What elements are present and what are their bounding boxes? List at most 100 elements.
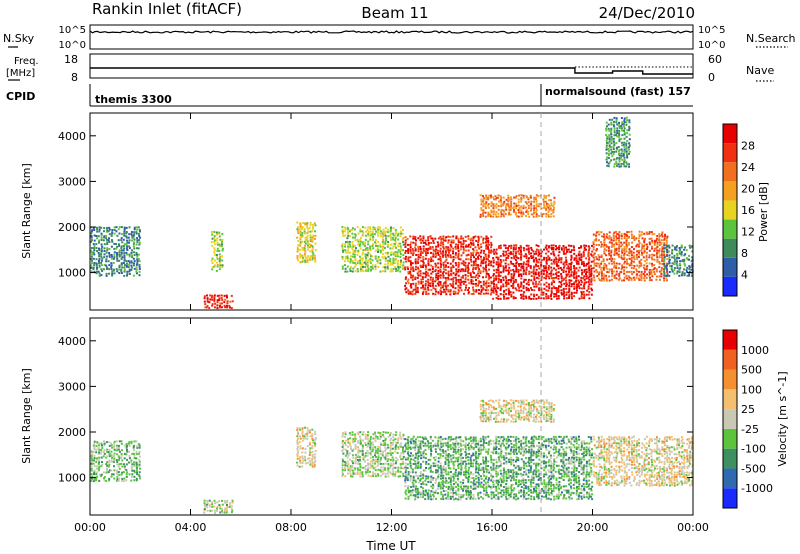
colorbar-swatch [723, 389, 737, 410]
nsearch-bottom-label: 10^0 [698, 40, 725, 51]
nave-label: Nave [746, 64, 774, 77]
ytick-label: 3000 [58, 380, 86, 393]
colorbar-tick-label: 500 [741, 364, 762, 377]
colorbar-tick-label: 1000 [741, 344, 769, 357]
colorbar-tick-label: -1000 [741, 482, 773, 495]
power-region-0 [90, 226, 141, 277]
freq-label: Freq. [14, 56, 39, 67]
colorbar-tick-label: 8 [741, 247, 748, 260]
colorbar-swatch [723, 238, 737, 258]
power-panel-axes: 1000 2000 3000 4000 [58, 113, 694, 310]
colorbar-tick-label: 16 [741, 204, 755, 217]
velocity-colorbar: -1000 -500 -100 -25 25 100 500 1000 [722, 329, 773, 509]
power-region-2 [210, 230, 224, 272]
colorbar-swatch [723, 257, 737, 277]
power-region-5 [404, 235, 493, 296]
power-colorbar: 4 8 12 16 20 24 28 [722, 123, 755, 297]
velocity-region-3 [341, 431, 405, 478]
xtick-label: 00:00 [74, 521, 106, 534]
ytick-label: 2000 [58, 426, 86, 439]
velocity-colorbar-label: Velocity [m s^-1] [776, 371, 789, 466]
colorbar-swatch [723, 276, 737, 296]
colorbar-swatch [723, 124, 737, 144]
colorbar-tick-label: 20 [741, 183, 755, 196]
colorbar-tick-label: -100 [741, 443, 766, 456]
power-ylabel: Slant Range [km] [20, 163, 33, 259]
ytick-label: 3000 [58, 175, 86, 188]
power-region-1 [203, 294, 234, 310]
cpid-program-1: themis 3300 [95, 93, 172, 106]
nave-top-label: 60 [708, 53, 722, 66]
power-region-4 [341, 226, 405, 273]
nsearch-top-label: 10^5 [698, 25, 725, 36]
colorbar-swatch [723, 330, 737, 350]
velocity-region-5 [592, 435, 694, 487]
velocity-panel-frame [89, 317, 694, 516]
freq-unit-label: [MHz] [6, 68, 35, 79]
ytick-label: 1000 [58, 472, 86, 485]
colorbar-swatch [723, 448, 737, 469]
ytick-label: 1000 [58, 267, 86, 280]
xtick-label: 08:00 [275, 521, 307, 534]
power-heatmap [90, 116, 694, 310]
power-region-6 [492, 244, 594, 300]
date-title: 24/Dec/2010 [599, 4, 695, 22]
velocity-region-6 [479, 399, 556, 423]
nave-bottom-label: 0 [708, 71, 715, 84]
nsky-trace [89, 30, 694, 34]
xtick-label: 04:00 [175, 521, 207, 534]
nsky-top-label: 10^5 [59, 25, 86, 36]
velocity-heatmap [90, 399, 694, 514]
colorbar-swatch [723, 468, 737, 489]
freq-trace [90, 67, 693, 75]
colorbar-tick-label: 100 [741, 383, 762, 396]
freq-bottom-label: 8 [71, 71, 78, 84]
colorbar-swatch [723, 162, 737, 182]
colorbar-swatch [723, 428, 737, 449]
cpid-program-2: normalsound (fast) 157 [545, 85, 691, 98]
colorbar-swatch [723, 369, 737, 390]
colorbar-swatch [723, 409, 737, 429]
colorbar-swatch [723, 349, 737, 370]
ytick-label: 2000 [58, 221, 86, 234]
power-region-8 [663, 244, 694, 277]
xtick-label: 20:00 [577, 521, 609, 534]
colorbar-tick-label: 25 [741, 403, 755, 416]
colorbar-tick-label: 4 [741, 269, 748, 282]
xtick-label: 16:00 [476, 521, 508, 534]
colorbar-swatch [723, 181, 737, 201]
colorbar-tick-label: -25 [741, 423, 759, 436]
power-region-9 [479, 194, 556, 218]
colorbar-tick-label: 24 [741, 161, 755, 174]
station-title: Rankin Inlet (fitACF) [92, 0, 242, 18]
colorbar-swatch [723, 488, 737, 508]
velocity-ylabel: Slant Range [km] [20, 368, 33, 464]
colorbar-tick-label: 12 [741, 226, 755, 239]
nsearch-label: N.Search [746, 32, 796, 45]
colorbar-swatch [723, 200, 737, 220]
velocity-region-1 [203, 499, 234, 514]
beam-title: Beam 11 [361, 4, 428, 22]
colorbar-swatch [723, 143, 737, 163]
colorbar-tick-label: 28 [741, 140, 755, 153]
ytick-label: 4000 [58, 130, 86, 143]
velocity-region-0 [90, 440, 141, 483]
cpid-label: CPID [6, 90, 35, 103]
time-axis-labels: 00:00 04:00 08:00 12:00 16:00 20:00 00:00 [74, 521, 709, 534]
velocity-panel-axes: 1000 2000 3000 4000 [58, 318, 694, 515]
power-region-7 [592, 230, 669, 282]
power-region-3 [296, 221, 317, 264]
xtick-label: 12:00 [376, 521, 408, 534]
freq-top-label: 18 [64, 53, 78, 66]
colorbar-tick-label: -500 [741, 462, 766, 475]
ytick-label: 4000 [58, 335, 86, 348]
colorbar-swatch [723, 219, 737, 239]
power-colorbar-label: Power [dB] [757, 182, 770, 242]
xtick-label: 00:00 [677, 521, 709, 534]
freq-strip-frame [89, 53, 694, 79]
nsky-strip-frame [89, 24, 694, 50]
nsky-bottom-label: 10^0 [59, 40, 86, 51]
nsky-label: N.Sky [3, 32, 35, 45]
power-region-10 [605, 116, 631, 168]
